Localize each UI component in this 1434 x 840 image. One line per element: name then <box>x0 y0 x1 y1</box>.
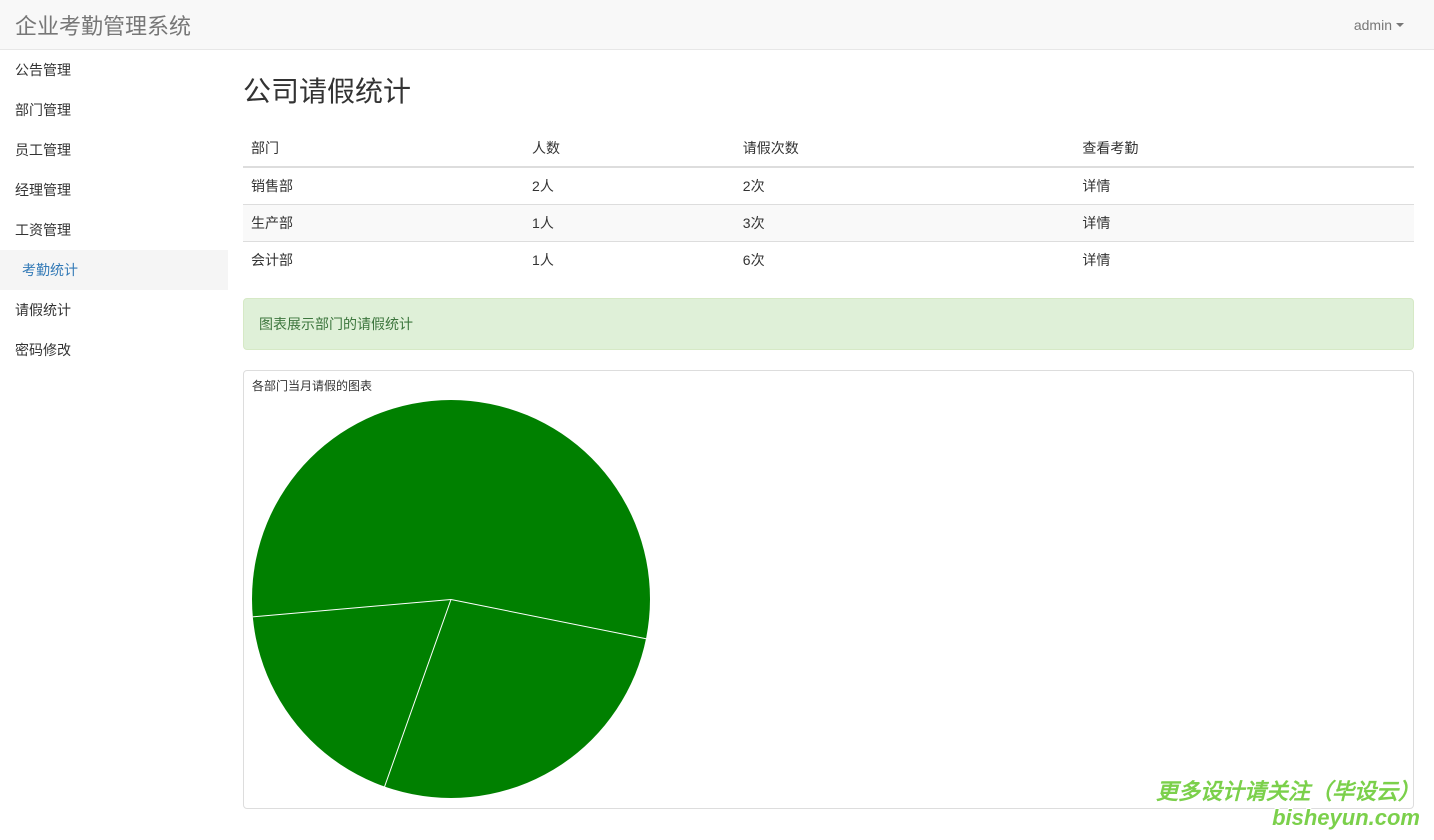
sidebar-item-4[interactable]: 工资管理 <box>0 210 228 250</box>
table-cell: 3次 <box>735 205 1075 242</box>
pie-divider <box>451 599 646 639</box>
info-alert: 图表展示部门的请假统计 <box>243 298 1414 350</box>
sidebar: 公告管理部门管理员工管理经理管理工资管理考勤统计请假统计密码修改 <box>0 50 228 829</box>
table-header-1: 人数 <box>524 130 735 167</box>
user-name: admin <box>1354 17 1392 33</box>
chart-panel: 各部门当月请假的图表 <box>243 370 1414 809</box>
table-row: 销售部2人2次详情 <box>243 167 1414 205</box>
sidebar-item-2[interactable]: 员工管理 <box>0 130 228 170</box>
user-dropdown[interactable]: admin <box>1339 2 1419 48</box>
sidebar-item-6[interactable]: 请假统计 <box>0 290 228 330</box>
page-title: 公司请假统计 <box>243 70 1414 110</box>
table-cell: 6次 <box>735 242 1075 279</box>
chart-title: 各部门当月请假的图表 <box>248 375 1409 400</box>
sidebar-item-1[interactable]: 部门管理 <box>0 90 228 130</box>
sidebar-item-5[interactable]: 考勤统计 <box>0 250 228 290</box>
top-navbar: 企业考勤管理系统 admin <box>0 0 1434 50</box>
table-cell: 销售部 <box>243 167 524 205</box>
table-header-0: 部门 <box>243 130 524 167</box>
detail-link[interactable]: 详情 <box>1082 215 1110 231</box>
leave-stats-table: 部门人数请假次数查看考勤 销售部2人2次详情生产部1人3次详情会计部1人6次详情 <box>243 130 1414 278</box>
table-cell: 会计部 <box>243 242 524 279</box>
table-cell: 1人 <box>524 242 735 279</box>
pie-divider <box>384 599 452 787</box>
sidebar-item-3[interactable]: 经理管理 <box>0 170 228 210</box>
brand-title[interactable]: 企业考勤管理系统 <box>15 9 191 41</box>
pie-divider <box>253 599 451 617</box>
table-header-2: 请假次数 <box>735 130 1075 167</box>
table-header-3: 查看考勤 <box>1074 130 1414 167</box>
detail-link[interactable]: 详情 <box>1082 252 1110 268</box>
chevron-down-icon <box>1396 23 1404 27</box>
table-cell: 2人 <box>524 167 735 205</box>
pie-chart <box>252 400 650 798</box>
detail-link[interactable]: 详情 <box>1082 178 1110 194</box>
main-content: 公司请假统计 部门人数请假次数查看考勤 销售部2人2次详情生产部1人3次详情会计… <box>228 50 1434 829</box>
table-cell: 2次 <box>735 167 1075 205</box>
sidebar-item-0[interactable]: 公告管理 <box>0 50 228 90</box>
table-cell: 1人 <box>524 205 735 242</box>
sidebar-item-7[interactable]: 密码修改 <box>0 330 228 370</box>
table-row: 生产部1人3次详情 <box>243 205 1414 242</box>
table-row: 会计部1人6次详情 <box>243 242 1414 279</box>
table-cell: 生产部 <box>243 205 524 242</box>
